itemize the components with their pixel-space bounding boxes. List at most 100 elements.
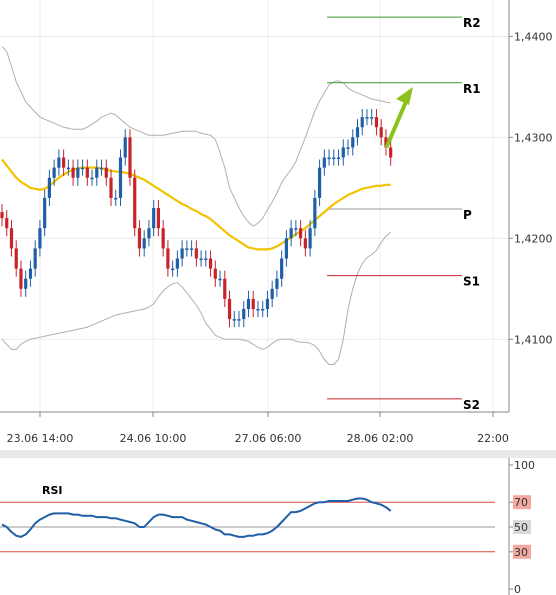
candle-body xyxy=(294,228,298,230)
candle-body xyxy=(313,197,317,229)
candle-body xyxy=(90,177,94,180)
time-tick-label: 28.06 02:00 xyxy=(347,432,414,445)
price-tick-label: 1,4400 xyxy=(514,30,553,43)
candle-body xyxy=(180,248,184,259)
candle-body xyxy=(213,268,217,279)
candle-body xyxy=(95,167,99,178)
candle-body xyxy=(66,167,70,170)
trend-arrow-group xyxy=(385,87,413,148)
candle-body xyxy=(133,177,137,229)
pivot-levels: R2 R1 P S1 S2 xyxy=(327,16,481,412)
panel-separator xyxy=(0,450,556,458)
rsi-tick-label: 30 xyxy=(514,546,528,559)
price-tick-label: 1,4300 xyxy=(514,131,553,144)
candle-body xyxy=(19,268,23,289)
candle-body xyxy=(227,298,232,320)
moving-average-line xyxy=(1,158,391,251)
candle-body xyxy=(85,167,89,178)
bollinger-lower-line xyxy=(1,231,392,365)
candle-body xyxy=(242,309,246,320)
candles xyxy=(0,109,393,328)
candle-body xyxy=(204,258,208,261)
candle-body xyxy=(336,157,341,160)
candle-body xyxy=(0,212,4,219)
candle-body xyxy=(80,167,85,170)
candle-body xyxy=(137,228,142,249)
candle-body xyxy=(33,248,37,269)
rsi-tick-badge xyxy=(513,495,531,510)
candle-body xyxy=(280,258,284,279)
rsi-tick-label: 70 xyxy=(514,496,528,509)
candle-body xyxy=(322,157,326,168)
candle-body xyxy=(161,228,165,249)
candle-body xyxy=(327,157,331,160)
moving-average xyxy=(1,158,391,251)
candle-body xyxy=(185,248,189,250)
level-label-r1: R1 xyxy=(463,82,481,96)
trend-arrow-head-icon xyxy=(396,87,413,105)
time-tick-label: 27.06 06:00 xyxy=(235,432,302,445)
candle-body xyxy=(47,177,51,198)
rsi-line xyxy=(1,497,392,538)
candle-body xyxy=(346,147,350,149)
rsi-tick-badge xyxy=(513,520,531,534)
candle-body xyxy=(109,177,113,198)
trend-arrow-icon xyxy=(385,102,407,148)
candle-body xyxy=(251,298,255,309)
level-label-s2: S2 xyxy=(463,398,480,412)
rsi-levels xyxy=(0,501,495,553)
candle-body xyxy=(379,127,383,138)
candle-body xyxy=(9,228,14,249)
candle-body xyxy=(147,228,151,239)
price-tick-label: 1,4100 xyxy=(514,333,553,346)
price-grid xyxy=(0,0,509,412)
rsi-axis: 100 70 50 30 0 xyxy=(509,459,535,595)
price-axis: 1,4400 1,4300 1,4200 1,4100 xyxy=(509,30,553,346)
candle-body xyxy=(351,137,355,148)
candle-body xyxy=(317,167,322,198)
candle-body xyxy=(171,268,175,271)
candle-body xyxy=(156,208,161,229)
candle-body xyxy=(332,157,336,160)
candle-body xyxy=(389,147,393,158)
time-tick-label: 22:00 xyxy=(477,432,509,445)
price-panel: R2 R1 P S1 S2 1,4400 1,4300 1,4200 1,4100 23.06… xyxy=(0,0,553,445)
candle-body xyxy=(194,248,198,259)
candle-body xyxy=(175,258,179,269)
candle-body xyxy=(360,117,364,128)
rsi-tick-badge xyxy=(513,544,531,559)
candle-body xyxy=(52,167,56,178)
candle-body xyxy=(237,319,241,321)
candle-body xyxy=(104,167,108,178)
candle-body xyxy=(284,238,288,259)
candle-body xyxy=(128,137,132,178)
time-tick-label: 24.06 10:00 xyxy=(120,432,187,445)
candle-body xyxy=(28,268,33,279)
candle-body xyxy=(190,248,194,250)
candle-body xyxy=(57,157,61,168)
candle-body xyxy=(365,117,369,119)
candle-body xyxy=(43,197,47,229)
candle-body xyxy=(208,258,213,269)
candle-body xyxy=(303,238,307,249)
bollinger-upper-line xyxy=(1,46,391,227)
candle-body xyxy=(71,167,75,178)
rsi-title: RSI xyxy=(42,484,63,497)
candle-body xyxy=(270,288,274,299)
candle-body xyxy=(123,137,127,158)
candle-body xyxy=(99,167,104,170)
candle-body xyxy=(223,278,227,299)
rsi-series-line xyxy=(1,497,392,538)
rsi-tick-label: 0 xyxy=(514,583,521,595)
level-label-r2: R2 xyxy=(463,16,481,30)
bollinger-bands xyxy=(1,46,392,365)
candle-body xyxy=(152,208,156,229)
candle-body xyxy=(265,298,270,309)
candle-body xyxy=(299,228,303,239)
rsi-panel: RSI 100 70 50 30 0 xyxy=(0,459,535,595)
candle-body xyxy=(370,117,374,119)
level-label-p: P xyxy=(463,208,472,222)
candle-body xyxy=(261,309,265,311)
